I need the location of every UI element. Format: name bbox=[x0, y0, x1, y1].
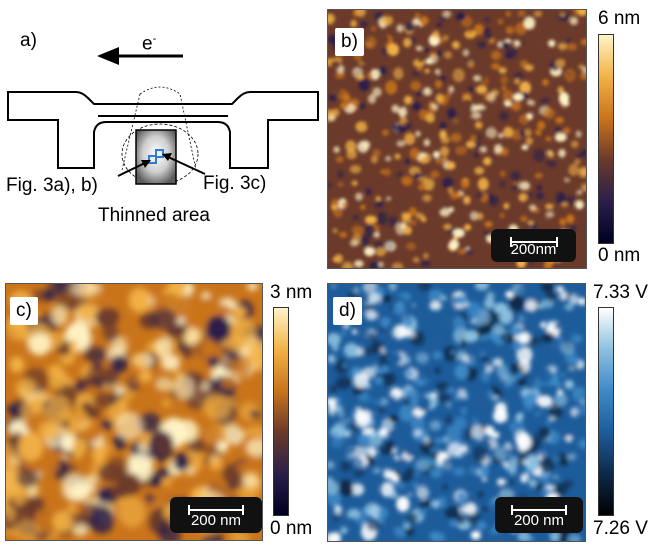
panel-a-label: a) bbox=[20, 30, 37, 51]
electron-direction-arrow bbox=[97, 47, 183, 65]
topography-image-c bbox=[5, 283, 263, 541]
colorbar-b bbox=[598, 34, 614, 244]
scalebar-d: 200 nm bbox=[495, 497, 583, 533]
colorbar-c bbox=[273, 307, 289, 516]
panel-a: a) e- Fig. 3a), b) Fig. 3c) bbox=[0, 0, 325, 265]
colorbar-c-min: 0 nm bbox=[270, 518, 313, 539]
scalebar-d-text: 200 nm bbox=[513, 512, 565, 529]
colorbar-d bbox=[598, 307, 614, 516]
scalebar-c: 200 nm bbox=[170, 497, 262, 533]
potential-image-d bbox=[327, 283, 586, 542]
scalebar-b-text: 200nm bbox=[510, 241, 557, 258]
colorbar-d-min: 7.26 V bbox=[593, 518, 648, 539]
thinned-area-caption: Thinned area bbox=[98, 205, 210, 226]
colorbar-b-max: 6 nm bbox=[598, 8, 641, 29]
panel-d-label: d) bbox=[333, 297, 362, 325]
scalebar-c-text: 200 nm bbox=[190, 512, 242, 529]
electron-label: e- bbox=[142, 33, 157, 55]
colorbar-c-max: 3 nm bbox=[270, 282, 313, 303]
topography-image-b bbox=[327, 9, 587, 269]
colorbar-b-min: 0 nm bbox=[598, 245, 641, 266]
sample-outline-diagram bbox=[7, 86, 319, 185]
panel-c-label: c) bbox=[10, 297, 38, 325]
panel-b-label: b) bbox=[335, 28, 364, 56]
scalebar-b: 200nm bbox=[491, 229, 576, 262]
callout-fig3c: Fig. 3c) bbox=[203, 173, 267, 194]
callout-fig3ab: Fig. 3a), b) bbox=[6, 175, 98, 196]
colorbar-d-max: 7.33 V bbox=[593, 282, 648, 303]
